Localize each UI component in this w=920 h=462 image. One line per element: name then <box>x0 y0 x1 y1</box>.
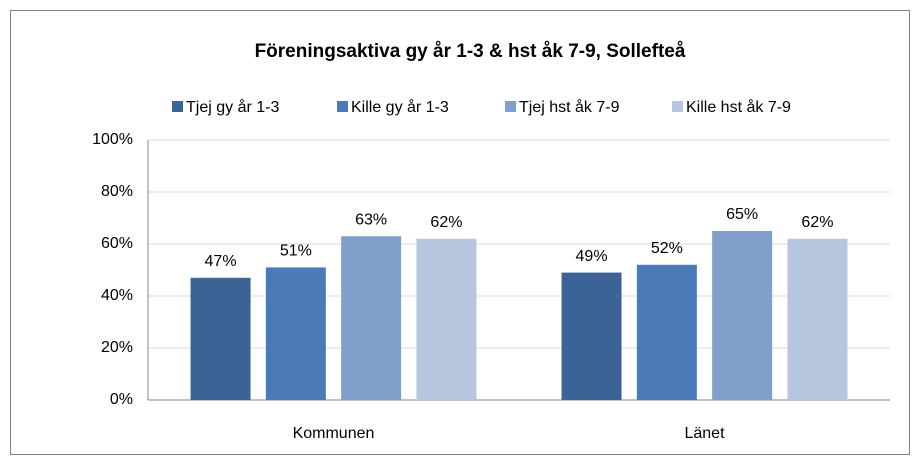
value-label: 65% <box>726 206 758 223</box>
y-tick-label: 0% <box>110 391 133 408</box>
y-tick-label: 20% <box>101 339 133 356</box>
x-tick-label: Länet <box>684 425 725 442</box>
legend-swatch <box>337 101 348 112</box>
value-label: 49% <box>576 248 608 265</box>
value-label: 51% <box>280 243 312 260</box>
legend-label: Kille gy år 1-3 <box>351 98 449 116</box>
bar <box>341 236 402 400</box>
legend-label: Tjej gy år 1-3 <box>186 98 279 116</box>
value-label: 63% <box>355 211 387 228</box>
value-label: 47% <box>205 253 237 270</box>
bar <box>561 272 622 400</box>
bar <box>787 238 848 400</box>
value-label: 62% <box>801 214 833 231</box>
y-tick-label: 100% <box>92 131 133 148</box>
legend-swatch <box>672 101 683 112</box>
y-tick-label: 40% <box>101 287 133 304</box>
y-tick-label: 80% <box>101 183 133 200</box>
legend-label: Tjej hst åk 7-9 <box>519 98 620 116</box>
legend-swatch <box>505 101 516 112</box>
legend-swatch <box>172 101 183 112</box>
y-tick-label: 60% <box>101 235 133 252</box>
chart-title: Föreningsaktiva gy år 1-3 & hst åk 7-9, … <box>255 41 686 62</box>
bar <box>636 264 697 400</box>
value-label: 62% <box>430 214 462 231</box>
bar <box>190 277 251 400</box>
bar <box>265 267 326 400</box>
bar <box>416 238 477 400</box>
bar <box>712 231 773 400</box>
legend-label: Kille hst åk 7-9 <box>686 98 791 116</box>
x-tick-label: Kommunen <box>293 425 375 442</box>
value-label: 52% <box>651 240 683 257</box>
